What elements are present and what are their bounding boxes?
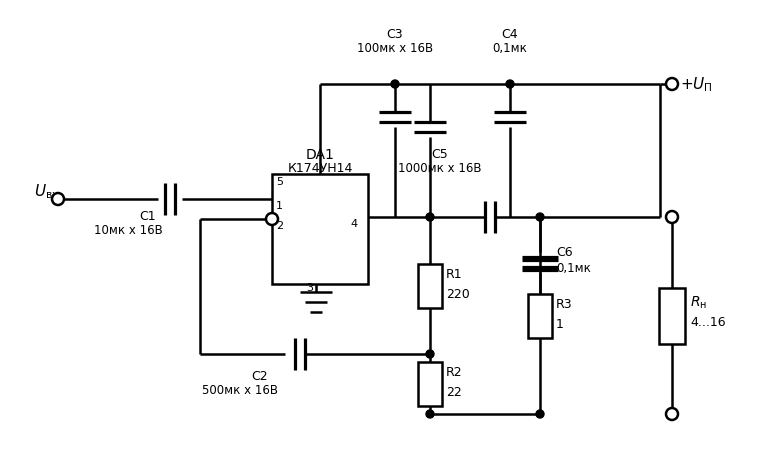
Text: 220: 220 (446, 287, 469, 300)
Circle shape (536, 410, 544, 418)
Bar (659, 288, 685, 344)
Text: С2: С2 (252, 369, 269, 382)
Text: $U_\mathrm{вх}$: $U_\mathrm{вх}$ (34, 182, 59, 200)
Text: C6: C6 (556, 245, 573, 258)
Bar (528, 294, 552, 338)
Text: 1000мк х 16В: 1000мк х 16В (398, 161, 482, 175)
Text: $R_\mathrm{н}$: $R_\mathrm{н}$ (690, 294, 707, 310)
Text: +$U_\Pi$: +$U_\Pi$ (680, 75, 713, 94)
Circle shape (426, 213, 434, 221)
Circle shape (536, 213, 544, 221)
Text: 4...16: 4...16 (690, 315, 726, 328)
Text: 3: 3 (306, 282, 313, 292)
Text: 10мк х 16В: 10мк х 16В (93, 224, 162, 236)
Circle shape (666, 408, 678, 420)
Text: С1: С1 (140, 210, 156, 222)
Text: 0,1мк: 0,1мк (493, 42, 527, 55)
Text: R2: R2 (446, 366, 462, 379)
Text: R3: R3 (556, 297, 573, 310)
Text: С4: С4 (502, 28, 518, 41)
Text: 22: 22 (446, 386, 462, 399)
Text: К174УН14: К174УН14 (287, 161, 353, 175)
Circle shape (666, 212, 678, 224)
Text: DA1: DA1 (306, 147, 334, 161)
Text: 5: 5 (276, 177, 283, 187)
Circle shape (426, 410, 434, 418)
Circle shape (391, 81, 399, 89)
Text: 0,1мк: 0,1мк (556, 262, 591, 274)
Bar (418, 264, 442, 308)
Circle shape (266, 213, 278, 226)
Text: 500мк х 16В: 500мк х 16В (202, 383, 278, 396)
Circle shape (666, 79, 678, 91)
Text: 4: 4 (350, 219, 357, 229)
Circle shape (506, 81, 514, 89)
Text: 100мк х 16В: 100мк х 16В (357, 42, 433, 55)
Text: 1: 1 (556, 318, 564, 330)
Bar (418, 362, 442, 406)
Text: R1: R1 (446, 267, 462, 281)
Bar (272, 175, 368, 285)
Text: 2: 2 (276, 221, 283, 230)
Text: С5: С5 (432, 147, 449, 161)
Circle shape (52, 193, 64, 206)
Circle shape (426, 350, 434, 358)
Text: С3: С3 (387, 28, 403, 41)
Text: 1: 1 (276, 201, 283, 211)
